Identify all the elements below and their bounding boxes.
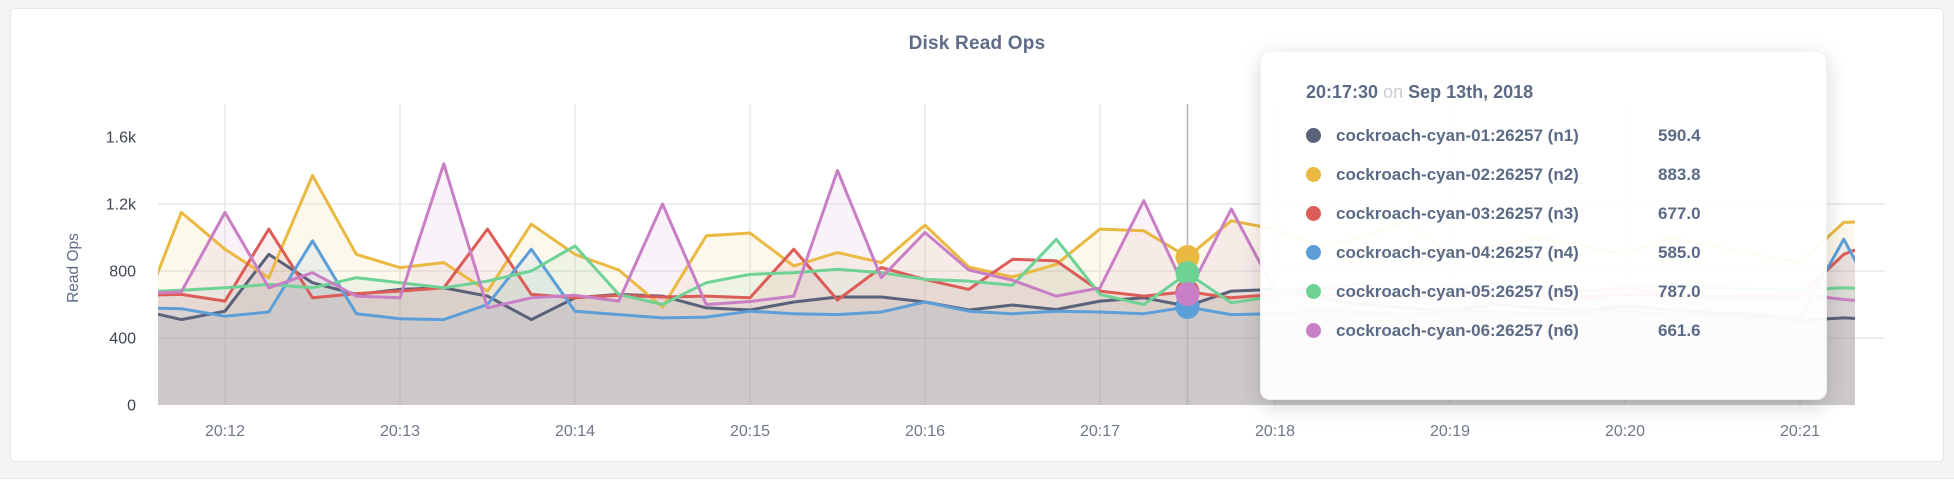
y-tick-label: 800 (109, 264, 136, 281)
x-tick-label: 20:15 (730, 423, 770, 440)
tooltip-row: cockroach-cyan-02:26257 (n2) 883.8 (1306, 155, 1808, 194)
x-tick-label: 20:14 (555, 423, 595, 440)
x-tick-label: 20:12 (205, 423, 245, 440)
x-tick-label: 20:21 (1780, 423, 1820, 440)
y-tick-label: 1.2k (106, 197, 137, 214)
tooltip-row: cockroach-cyan-03:26257 (n3) 677.0 (1306, 194, 1808, 233)
series-color-dot-icon (1306, 284, 1321, 299)
chart-title: Disk Read Ops (908, 33, 1046, 54)
tooltip-series-name: cockroach-cyan-04:26257 (n4) (1336, 242, 1579, 262)
x-tick-label: 20:16 (905, 423, 945, 440)
x-tick-label: 20:17 (1080, 423, 1120, 440)
series-color-dot-icon (1306, 206, 1321, 221)
hover-marker (1175, 104, 1200, 405)
x-tick-labels: 20:12 20:13 20:14 20:15 20:16 20:17 20:18 20:19… (205, 423, 1820, 440)
tooltip-row: cockroach-cyan-04:26257 (n4) 585.0 (1306, 233, 1808, 272)
tooltip-row: cockroach-cyan-05:26257 (n5) 787.0 (1306, 272, 1808, 311)
x-tick-label: 20:19 (1430, 423, 1470, 440)
tooltip-series-value: 883.8 (1658, 164, 1701, 184)
series-color-dot-icon (1306, 167, 1321, 182)
series-color-dot-icon (1306, 323, 1321, 338)
next-card-edge (0, 478, 1954, 489)
y-tick-label: 1.6k (106, 130, 137, 147)
y-tick-label: 400 (109, 331, 136, 348)
hover-dot-n6 (1175, 282, 1200, 307)
tooltip-rows: cockroach-cyan-01:26257 (n1) 590.4 cockroa… (1306, 116, 1808, 350)
tooltip-series-name: cockroach-cyan-01:26257 (n1) (1336, 125, 1579, 145)
tooltip-series-value: 677.0 (1658, 203, 1701, 223)
series-color-dot-icon (1306, 245, 1321, 260)
hover-tooltip: 20:17:30 on Sep 13th, 2018 cockroach-cya… (1260, 51, 1827, 400)
y-axis-label: Read Ops (65, 233, 82, 303)
tooltip-date: Sep 13th, 2018 (1408, 82, 1534, 102)
tooltip-series-value: 787.0 (1658, 281, 1701, 301)
y-tick-labels: 0 400 800 1.2k 1.6k (106, 130, 137, 415)
tooltip-on-word: on (1383, 82, 1404, 102)
tooltip-header: 20:17:30 on Sep 13th, 2018 (1306, 82, 1808, 103)
tooltip-time: 20:17:30 (1306, 82, 1379, 102)
tooltip-series-name: cockroach-cyan-03:26257 (n3) (1336, 203, 1579, 223)
x-tick-label: 20:20 (1605, 423, 1645, 440)
tooltip-series-value: 585.0 (1658, 242, 1701, 262)
hover-dot-n5 (1175, 261, 1200, 286)
x-tick-label: 20:13 (380, 423, 420, 440)
tooltip-series-value: 590.4 (1658, 125, 1701, 145)
tooltip-series-value: 661.6 (1658, 320, 1701, 340)
tooltip-series-name: cockroach-cyan-05:26257 (n5) (1336, 281, 1579, 301)
series-color-dot-icon (1306, 128, 1321, 143)
tooltip-series-name: cockroach-cyan-02:26257 (n2) (1336, 164, 1579, 184)
y-tick-label: 0 (127, 398, 136, 415)
tooltip-row: cockroach-cyan-06:26257 (n6) 661.6 (1306, 311, 1808, 350)
tooltip-series-name: cockroach-cyan-06:26257 (n6) (1336, 320, 1579, 340)
tooltip-row: cockroach-cyan-01:26257 (n1) 590.4 (1306, 116, 1808, 155)
x-tick-label: 20:18 (1255, 423, 1295, 440)
